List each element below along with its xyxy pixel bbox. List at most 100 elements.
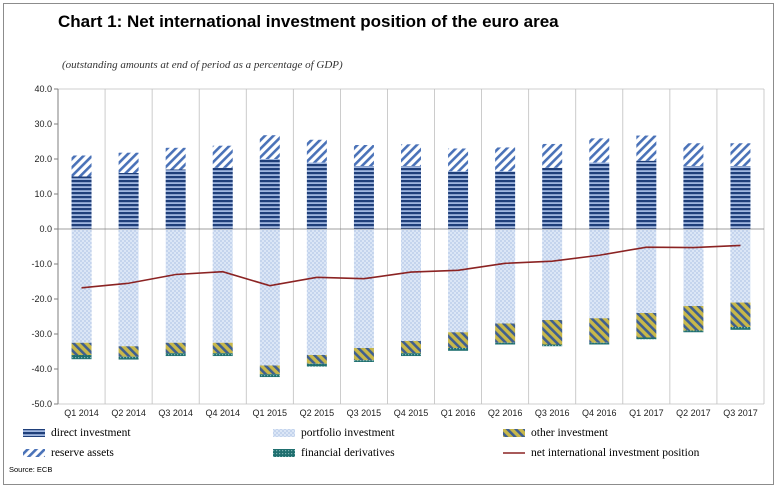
bar-direct [118, 173, 139, 229]
source-note: Source: ECB [9, 465, 53, 474]
bar-portfolio [401, 229, 421, 341]
bar-portfolio [118, 229, 139, 347]
bar-reserve [589, 138, 610, 163]
bar-direct [71, 176, 92, 229]
bar-reserve [683, 143, 704, 166]
x-tick-label: Q4 2016 [582, 408, 617, 418]
x-tick-label: Q3 2014 [158, 408, 193, 418]
legend-swatch-derivatives [273, 449, 295, 457]
x-tick-label: Q1 2014 [64, 408, 99, 418]
bar-derivatives [730, 327, 751, 330]
x-tick-label: Q1 2016 [441, 408, 476, 418]
line-net-position [81, 244, 741, 289]
bar-derivatives [306, 363, 327, 367]
bar-portfolio [212, 229, 233, 343]
bar-other [589, 318, 610, 343]
x-tick-label: Q2 2015 [300, 408, 335, 418]
legend-label-reserve: reserve assets [51, 447, 114, 459]
bar-other [118, 346, 139, 357]
y-tick-label: 10.0 [34, 189, 52, 199]
y-tick-label: -50.0 [31, 399, 52, 409]
x-tick-label: Q1 2017 [629, 408, 664, 418]
legend-swatch-other [503, 429, 525, 437]
bar-other [165, 342, 186, 354]
legend-swatch-portfolio [273, 429, 295, 437]
bar-portfolio [353, 229, 374, 348]
y-tick-label: 40.0 [34, 84, 52, 94]
bar-other [448, 332, 469, 348]
y-tick-label: 20.0 [34, 154, 52, 164]
bar-direct [589, 162, 610, 229]
bar-reserve [448, 148, 469, 172]
bar-derivatives [495, 342, 516, 345]
bar-reserve [306, 139, 327, 163]
bar-derivatives [401, 353, 421, 357]
bar-derivatives [683, 330, 704, 333]
bar-direct [542, 167, 563, 229]
x-tick-label: Q2 2014 [111, 408, 146, 418]
x-tick-label: Q3 2015 [347, 408, 382, 418]
bar-reserve [636, 135, 657, 161]
bar-reserve [259, 135, 280, 159]
bar-reserve [71, 155, 92, 177]
x-tick-label: Q2 2016 [488, 408, 523, 418]
bar-other [71, 342, 92, 355]
bar-portfolio [730, 229, 751, 303]
bar-direct [401, 166, 421, 229]
bar-reserve [212, 145, 233, 168]
legend-label-direct: direct investment [51, 427, 131, 439]
bar-reserve [165, 147, 186, 170]
bar-derivatives [636, 337, 657, 340]
bar-direct [212, 167, 233, 229]
bar-portfolio [259, 229, 280, 366]
bar-reserve [353, 145, 374, 166]
bar-portfolio [683, 229, 704, 306]
bar-other [259, 365, 280, 375]
bar-portfolio [495, 229, 516, 324]
bar-portfolio [636, 229, 657, 313]
x-tick-label: Q2 2017 [676, 408, 711, 418]
legend-label-derivatives: financial derivatives [301, 447, 395, 459]
legend-swatch-direct [23, 429, 45, 437]
bar-reserve [730, 143, 751, 166]
y-tick-label: -10.0 [31, 259, 52, 269]
bar-derivatives [259, 374, 280, 378]
y-tick-label: -40.0 [31, 364, 52, 374]
x-tick-label: Q3 2016 [535, 408, 570, 418]
bar-derivatives [212, 353, 233, 357]
bar-other [683, 306, 704, 331]
bar-other [306, 355, 327, 364]
bar-derivatives [71, 355, 92, 360]
bar-direct [730, 166, 751, 229]
bar-direct [683, 166, 704, 229]
bar-direct [636, 160, 657, 229]
bar-derivatives [589, 342, 610, 345]
bar-portfolio [165, 229, 186, 343]
bar-other [353, 348, 374, 361]
bar-other [730, 302, 751, 327]
legend-label-net: net international investment position [531, 447, 700, 459]
bar-portfolio [542, 229, 563, 320]
bar-reserve [495, 147, 516, 172]
bar-other [212, 342, 233, 354]
bar-reserve [401, 144, 421, 166]
bar-reserve [118, 152, 139, 173]
y-tick-label: 0.0 [39, 224, 52, 234]
bar-direct [448, 171, 469, 229]
legend-label-other: other investment [531, 427, 609, 439]
bar-derivatives [165, 353, 186, 357]
bar-direct [165, 169, 186, 229]
bar-derivatives [542, 344, 563, 347]
bar-other [542, 320, 563, 345]
chart-subtitle: (outstanding amounts at end of period as… [62, 59, 343, 71]
bar-reserve [542, 143, 563, 168]
legend-swatch-reserve [23, 449, 45, 457]
x-tick-label: Q4 2015 [394, 408, 429, 418]
bar-derivatives [448, 348, 469, 351]
bar-portfolio [448, 229, 469, 333]
bar-other [636, 313, 657, 338]
bar-other [401, 341, 421, 354]
bar-other [495, 323, 516, 343]
bar-derivatives [118, 356, 139, 360]
